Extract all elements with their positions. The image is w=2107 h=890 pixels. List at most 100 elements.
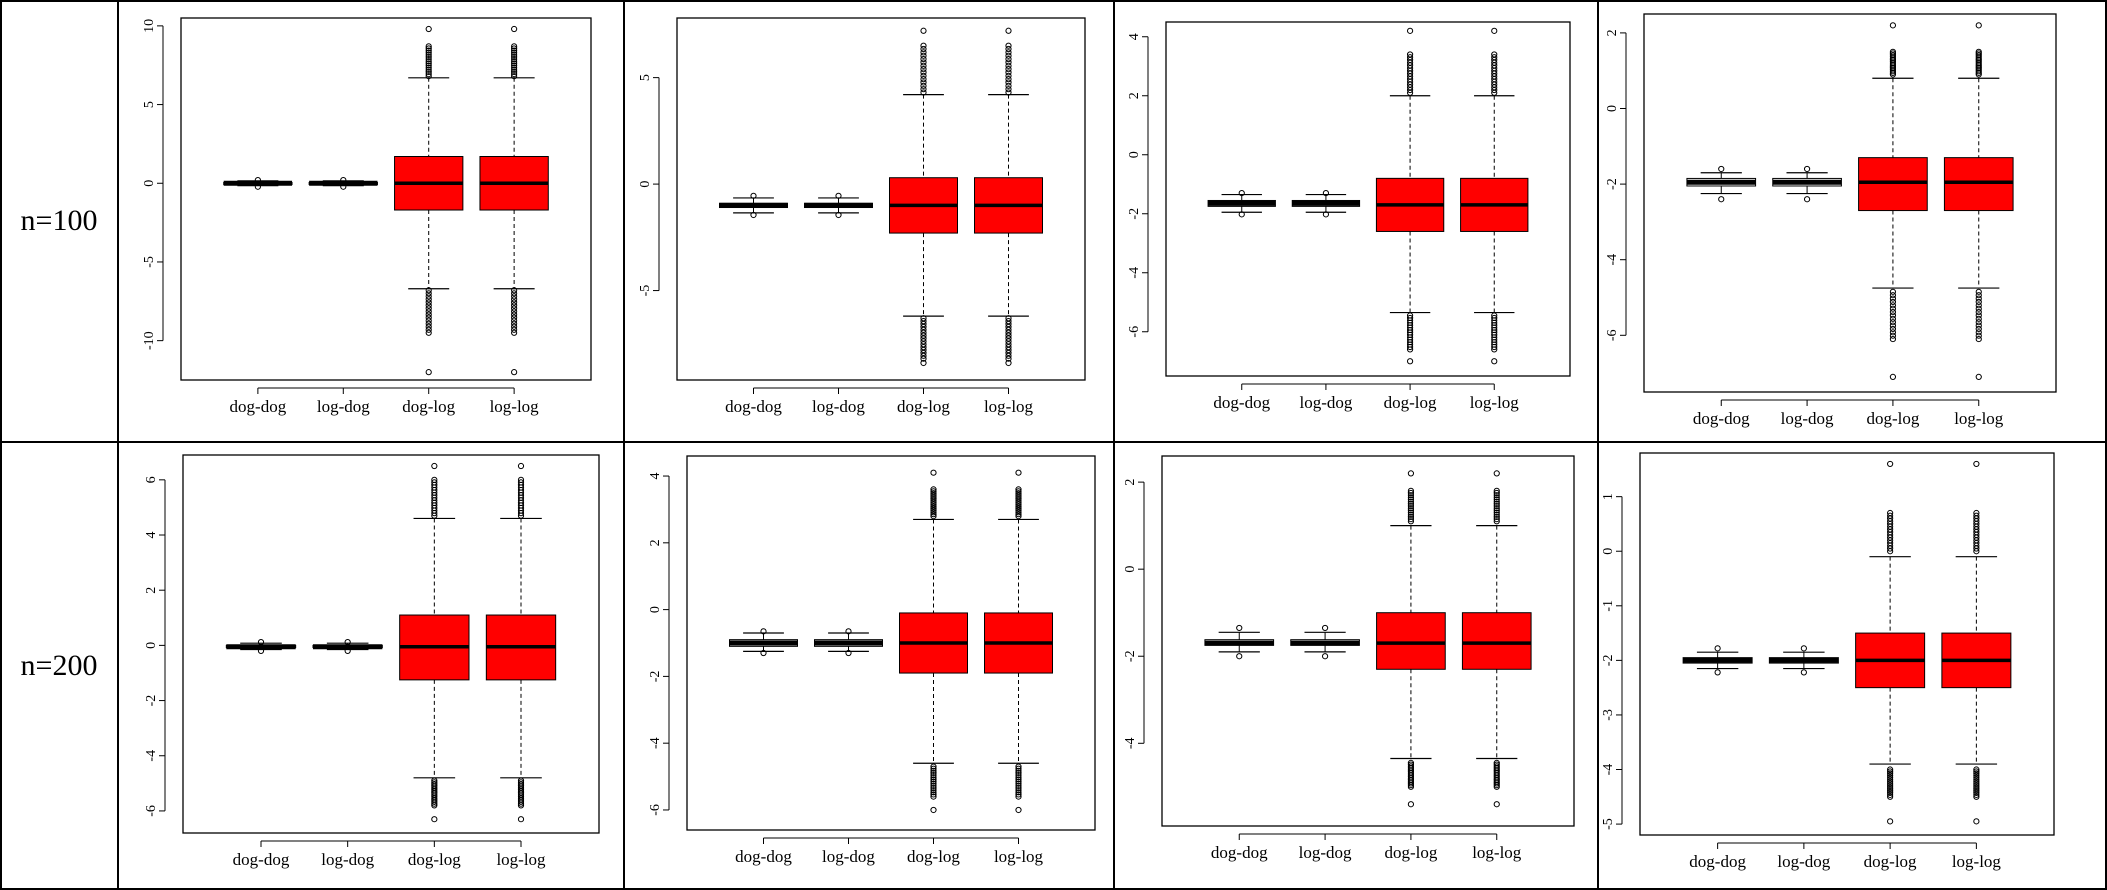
outlier-point [1407, 498, 1415, 505]
outlier-point [511, 64, 518, 71]
outlier-point [1887, 791, 1894, 798]
y-tick-label: 4 [648, 473, 663, 480]
y-tick-label: 5 [638, 74, 653, 81]
outlier-point [1714, 669, 1721, 676]
plot-frame [1165, 21, 1571, 377]
outlier-point [930, 772, 937, 779]
x-tick-label: log-dog [317, 397, 370, 416]
outlier-point [1975, 332, 1982, 339]
outlier-point [1015, 488, 1022, 495]
y-tick-label: 1 [1601, 493, 1616, 500]
outlier-point [1493, 513, 1500, 521]
x-tick-label: dog-dog [233, 850, 290, 869]
outlier-point [1406, 54, 1414, 61]
outlier-point [920, 315, 927, 322]
outlier-point [1493, 782, 1500, 789]
outlier-point [1015, 787, 1022, 794]
outlier-point [1005, 346, 1012, 354]
outlier-point [425, 329, 432, 336]
x-tick-label: dog-log [1384, 843, 1437, 862]
outlier-point [1493, 487, 1500, 494]
outlier-point [1493, 518, 1500, 525]
outlier-point [1973, 774, 1980, 781]
outlier-point [425, 293, 432, 300]
y-tick-label: -4 [1123, 737, 1138, 749]
y-tick-label: 6 [144, 476, 159, 483]
outlier-point [425, 68, 432, 76]
outlier-point [1493, 496, 1500, 503]
outlier-point [1975, 325, 1982, 333]
outlier-point [1015, 765, 1022, 772]
outlier-point [425, 43, 432, 50]
outlier-point [1493, 507, 1500, 514]
box-log-log [1941, 460, 2012, 825]
outlier-point [1005, 344, 1012, 351]
x-tick-label: log-log [496, 850, 546, 869]
outlier-point [1005, 318, 1012, 325]
outlier-point [1493, 509, 1500, 516]
x-tick-label: dog-log [408, 850, 461, 869]
x-tick-label: log-dog [1781, 409, 1834, 428]
outlier-point [257, 647, 265, 654]
outlier-point [930, 497, 937, 504]
outlier-point [1407, 494, 1415, 501]
box-log-dog [804, 192, 873, 219]
outlier-point [517, 802, 525, 809]
outlier-point [1889, 315, 1897, 322]
outlier-point [517, 462, 525, 470]
outlier-point [425, 326, 432, 333]
y-tick-label: -5 [638, 285, 653, 297]
outlier-point [511, 73, 518, 80]
row-label-n200: n=200 [20, 649, 98, 682]
box-log-dog [1772, 165, 1842, 203]
outlier-point [1973, 778, 1980, 785]
outlier-point [1973, 783, 1980, 791]
outlier-point [1015, 778, 1022, 785]
outlier-point [511, 68, 518, 76]
outlier-point [1889, 322, 1897, 329]
outlier-point [425, 45, 432, 52]
panel-7: -4 -2 0 2 dog-dog log-dog dog-log log-log [1123, 455, 1575, 862]
outlier-point [1973, 776, 1980, 783]
plot-frame [182, 454, 600, 834]
x-tick-label: log-log [1952, 852, 2002, 871]
box-log-dog [1291, 190, 1361, 218]
outlier-point [1889, 292, 1897, 299]
plot-frame [180, 17, 592, 381]
outlier-point [1005, 79, 1012, 86]
outlier-point [254, 183, 261, 190]
outlier-point [1238, 190, 1245, 197]
outlier-point [1015, 793, 1022, 800]
outlier-point [1406, 346, 1414, 353]
outlier-point [1887, 793, 1894, 800]
outlier-point [1975, 22, 1982, 29]
outlier-point [511, 323, 518, 330]
x-tick-label: log-dog [321, 850, 374, 869]
box-log-dog [1768, 645, 1839, 676]
outlier-point [1407, 492, 1415, 499]
outlier-point [1005, 66, 1012, 73]
outlier-point [1889, 295, 1897, 302]
x-tick-label: dog-log [1864, 852, 1917, 871]
outlier-point [1005, 89, 1012, 96]
panel-4: -6 -4 -2 0 2 dog-dog log-dog dog-log log-log [1605, 13, 2057, 428]
outlier-point [1005, 326, 1012, 333]
outlier-point [1015, 774, 1022, 781]
y-tick-label: -2 [1601, 655, 1616, 667]
outlier-point [1407, 509, 1415, 516]
outlier-point [1005, 86, 1012, 93]
outlier-point [340, 183, 347, 190]
outlier-point [1005, 355, 1012, 362]
panel-2: -5 0 5 dog-dog log-dog dog-log log-log [638, 17, 1086, 416]
outlier-point [1889, 302, 1897, 309]
outlier-point [1015, 486, 1022, 493]
outlier-point [930, 501, 937, 508]
outlier-point [1973, 818, 1980, 825]
y-tick-label: -4 [144, 750, 159, 762]
outlier-point [930, 782, 937, 789]
outlier-point [1889, 332, 1897, 339]
outlier-point [1005, 82, 1012, 89]
outlier-point [511, 287, 518, 294]
y-tick-label: -6 [1127, 326, 1142, 338]
